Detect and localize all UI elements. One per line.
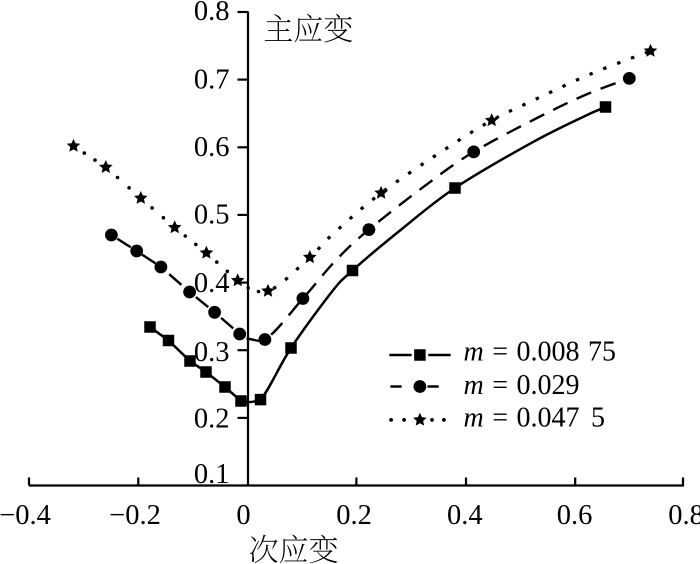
svg-text:m = 0.008 75: m = 0.008 75 xyxy=(464,337,617,368)
svg-text:0.7: 0.7 xyxy=(194,65,230,96)
svg-text:0.1: 0.1 xyxy=(194,459,230,490)
svg-text:0.8: 0.8 xyxy=(194,0,230,27)
svg-text:0.6: 0.6 xyxy=(194,132,230,163)
svg-text:0.4: 0.4 xyxy=(194,268,230,299)
svg-text:0.2: 0.2 xyxy=(336,500,372,531)
svg-text:0.4: 0.4 xyxy=(447,500,483,531)
svg-text:−0.4: −0.4 xyxy=(0,500,51,531)
svg-text:0.5: 0.5 xyxy=(194,200,230,231)
svg-text:0.2: 0.2 xyxy=(194,404,230,435)
svg-text:−0.2: −0.2 xyxy=(109,500,161,531)
svg-text:0: 0 xyxy=(236,500,250,531)
svg-text:0.3: 0.3 xyxy=(194,337,230,368)
svg-text:m = 0.047 5: m = 0.047 5 xyxy=(464,403,606,434)
svg-text:0.6: 0.6 xyxy=(557,500,593,531)
svg-text:m = 0.029: m = 0.029 xyxy=(464,370,580,401)
svg-text:0.8: 0.8 xyxy=(668,500,700,531)
